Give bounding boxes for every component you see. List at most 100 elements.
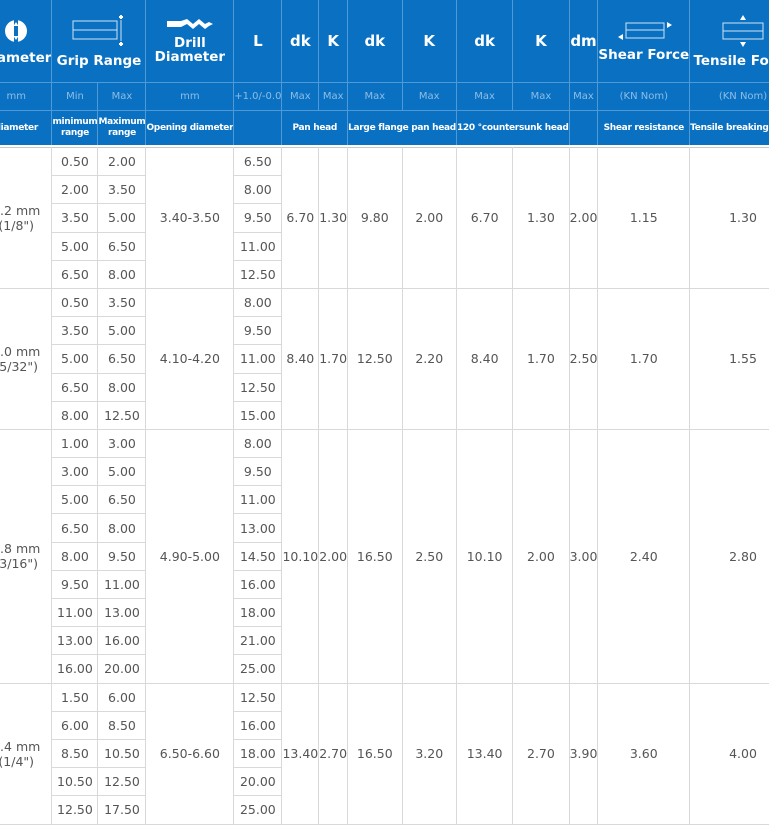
- desc-countersunk: 120 °countersunk head: [455, 110, 570, 145]
- table-body: 3.2 mm(1/8")0.502.003.40-3.506.506.701.3…: [0, 146, 769, 825]
- desc-shear: Shear resistance: [597, 110, 691, 145]
- tensile-force-icon: [722, 15, 764, 47]
- drill-title-1: Drill: [173, 35, 206, 51]
- diameter-metric: 4.0 mm: [0, 343, 41, 359]
- table-row: 3.2 mm(1/8")0.502.003.40-3.506.506.701.3…: [0, 146, 769, 289]
- length-cell: 16.00: [233, 569, 283, 600]
- diameter-metric: 3.2 mm: [0, 202, 41, 218]
- drill-bit-icon: [166, 19, 213, 29]
- unit-drill: mm: [145, 82, 235, 111]
- desc-pan-head: Pan head: [281, 110, 349, 145]
- header-drill-diameter: Drill Diameter: [145, 0, 235, 83]
- grip-max-cell: 11.00: [97, 569, 147, 600]
- dk1-cell: 8.40: [281, 287, 320, 430]
- dk1-cell: 13.40: [281, 682, 320, 825]
- header-dm: dm: [568, 0, 599, 83]
- grip-min-cell: 5.00: [51, 231, 99, 261]
- header-dk-flange: dk: [347, 0, 403, 83]
- grip-min-cell: 8.00: [51, 541, 99, 571]
- shear-force-icon: [617, 22, 672, 40]
- length-cell: 16.00: [233, 710, 283, 740]
- diameter-metric: 4.8 mm: [0, 541, 41, 557]
- dm-cell: 3.00: [568, 428, 599, 684]
- unit-k-flange: Max: [401, 82, 457, 111]
- length-cell: 9.50: [233, 316, 283, 346]
- tensile-title: Tensile Force: [693, 53, 769, 69]
- desc-dm: [568, 110, 599, 145]
- grip-max-cell: 12.50: [97, 400, 147, 430]
- grip-max-cell: 5.00: [97, 203, 147, 233]
- grip-min-cell: 12.50: [51, 795, 99, 825]
- grip-max-cell: 5.00: [97, 457, 147, 487]
- k1-cell: 1.30: [318, 147, 349, 289]
- grip-max-cell: 6.00: [97, 682, 147, 712]
- table-row: 6.4 mm(1/4")1.506.006.50-6.6012.5013.402…: [0, 682, 769, 825]
- k1-cell: 2.00: [318, 428, 349, 684]
- length-cell: 25.00: [233, 654, 283, 684]
- table-row: 9.50 11.00 16.00: [0, 569, 769, 600]
- unit-grip-max: Max: [97, 82, 147, 111]
- grip-max-cell: 16.00: [97, 626, 147, 656]
- grip-min-cell: 5.00: [51, 485, 99, 515]
- table-row: 5.00 6.50 11.00: [0, 485, 769, 515]
- desc-L: [233, 110, 283, 145]
- table-row: 3.00 5.00 9.50: [0, 457, 769, 487]
- dm-cell: 2.00: [568, 147, 599, 289]
- table-row: 3.50 5.00 9.50: [0, 316, 769, 346]
- table-row: 2.00 3.50 8.00: [0, 175, 769, 205]
- unit-dk-countersunk: Max: [455, 82, 514, 111]
- diameter-cell: 4.8 mm(3/16"): [0, 428, 53, 684]
- shear-title: Shear Force: [598, 47, 690, 63]
- grip-min-cell: 3.50: [51, 203, 99, 233]
- grip-max-cell: 2.00: [97, 146, 147, 177]
- rivet-diameter-icon: [5, 20, 28, 42]
- unit-dm: Max: [568, 82, 599, 111]
- table-row: 8.00 9.50 14.50: [0, 541, 769, 571]
- header-diameter: Diameter: [0, 0, 53, 83]
- table-row: 16.00 20.00 25.00: [0, 654, 769, 684]
- desc-grip-max: Maximum range: [97, 110, 147, 145]
- desc-drill: Opening diameter: [145, 110, 235, 145]
- header-k-countersunk: K: [512, 0, 570, 83]
- header-gap: [0, 145, 769, 148]
- desc-large-flange: Large flange pan head: [347, 110, 457, 145]
- unit-diameter: mm: [0, 82, 53, 111]
- desc-grip-min-1: minimum: [52, 117, 98, 127]
- unit-k-countersunk: Max: [512, 82, 570, 111]
- unit-grip-min: Min: [51, 82, 99, 111]
- diameter-imperial: (3/16"): [0, 556, 38, 572]
- header-shear-force: Shear Force: [597, 0, 691, 83]
- length-cell: 13.00: [233, 513, 283, 543]
- grip-max-cell: 8.00: [97, 513, 147, 543]
- table-row: 13.00 16.00 21.00: [0, 626, 769, 656]
- grip-min-cell: 6.50: [51, 259, 99, 289]
- grip-min-cell: 16.00: [51, 654, 99, 684]
- grip-min-cell: 3.00: [51, 457, 99, 487]
- table-row: 11.00 13.00 18.00: [0, 597, 769, 628]
- k1-cell: 2.70: [318, 682, 349, 825]
- grip-min-cell: 5.00: [51, 344, 99, 374]
- grip-min-cell: 6.50: [51, 513, 99, 543]
- grip-min-cell: 8.00: [51, 400, 99, 430]
- grip-min-cell: 2.00: [51, 175, 99, 205]
- grip-max-cell: 13.00: [97, 597, 147, 628]
- grip-min-cell: 10.50: [51, 767, 99, 797]
- shear-cell: 1.15: [597, 147, 691, 289]
- unit-shear: (KN Nom): [597, 82, 691, 111]
- dm-cell: 2.50: [568, 287, 599, 430]
- dk3-cell: 10.10: [455, 428, 514, 684]
- grip-max-cell: 5.00: [97, 316, 147, 346]
- unit-dk-flange: Max: [347, 82, 403, 111]
- dk2-cell: 9.80: [347, 147, 403, 289]
- diameter-imperial: (1/8"): [0, 217, 35, 233]
- tensile-cell: 1.30: [689, 147, 769, 289]
- k1-cell: 1.70: [318, 287, 349, 430]
- header-dk-countersunk: dk: [455, 0, 514, 83]
- length-cell: 8.00: [233, 175, 283, 205]
- grip-max-cell: 8.00: [97, 259, 147, 289]
- unit-L: +1.0/-0.0: [233, 82, 283, 111]
- dk1-cell: 6.70: [281, 147, 320, 289]
- table-row: 3.50 5.00 9.50: [0, 203, 769, 233]
- drill-diameter-cell: 6.50-6.60: [145, 682, 235, 825]
